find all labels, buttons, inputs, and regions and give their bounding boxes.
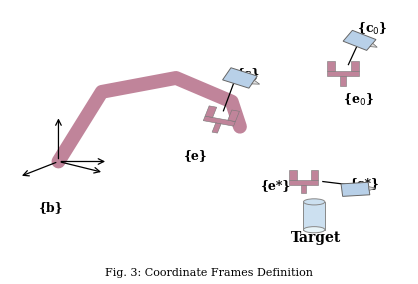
Polygon shape [289,180,318,185]
Text: {e*}: {e*} [260,179,290,192]
Polygon shape [340,76,346,86]
Polygon shape [311,170,318,180]
Polygon shape [205,106,217,118]
Text: {c*}: {c*} [349,177,379,190]
Polygon shape [327,61,335,71]
Text: {c}: {c} [237,67,260,80]
Text: Fig. 3: Coordinate Frames Definition: Fig. 3: Coordinate Frames Definition [105,268,313,278]
Ellipse shape [303,199,325,205]
Text: Target: Target [291,231,342,245]
Ellipse shape [303,227,325,233]
Polygon shape [369,187,376,190]
Polygon shape [343,30,376,50]
Polygon shape [228,110,240,122]
Text: {b}: {b} [38,201,62,214]
Polygon shape [252,80,260,84]
Text: {c$_0$}: {c$_0$} [357,21,387,37]
Polygon shape [289,170,297,180]
Polygon shape [301,185,306,193]
Polygon shape [223,68,257,88]
Polygon shape [212,123,221,133]
Text: {e$_0$}: {e$_0$} [343,92,374,108]
Polygon shape [327,71,359,76]
Polygon shape [370,43,377,47]
Polygon shape [351,61,359,71]
Text: {e}: {e} [183,149,206,162]
Bar [303,202,325,230]
Polygon shape [341,182,370,196]
Polygon shape [203,116,235,126]
